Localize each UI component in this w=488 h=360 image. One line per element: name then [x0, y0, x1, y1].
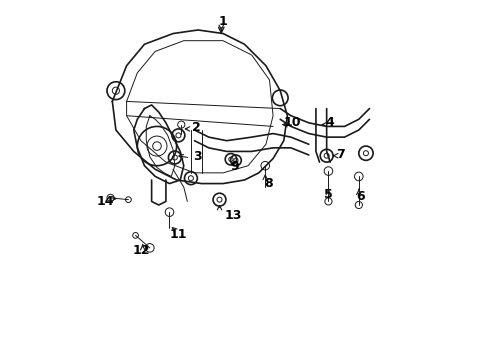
Text: 2: 2 — [191, 121, 200, 134]
Text: 8: 8 — [264, 177, 272, 190]
Text: 11: 11 — [170, 228, 187, 241]
Text: 7: 7 — [335, 148, 344, 161]
Text: 3: 3 — [193, 150, 201, 163]
Text: 9: 9 — [230, 160, 239, 173]
Text: 12: 12 — [132, 244, 149, 257]
Text: 4: 4 — [325, 116, 334, 129]
Text: 1: 1 — [218, 14, 227, 27]
Text: 13: 13 — [224, 208, 241, 221]
Text: 10: 10 — [283, 116, 300, 129]
Text: 6: 6 — [356, 190, 364, 203]
Text: 5: 5 — [323, 188, 332, 201]
Text: 14: 14 — [96, 195, 114, 208]
